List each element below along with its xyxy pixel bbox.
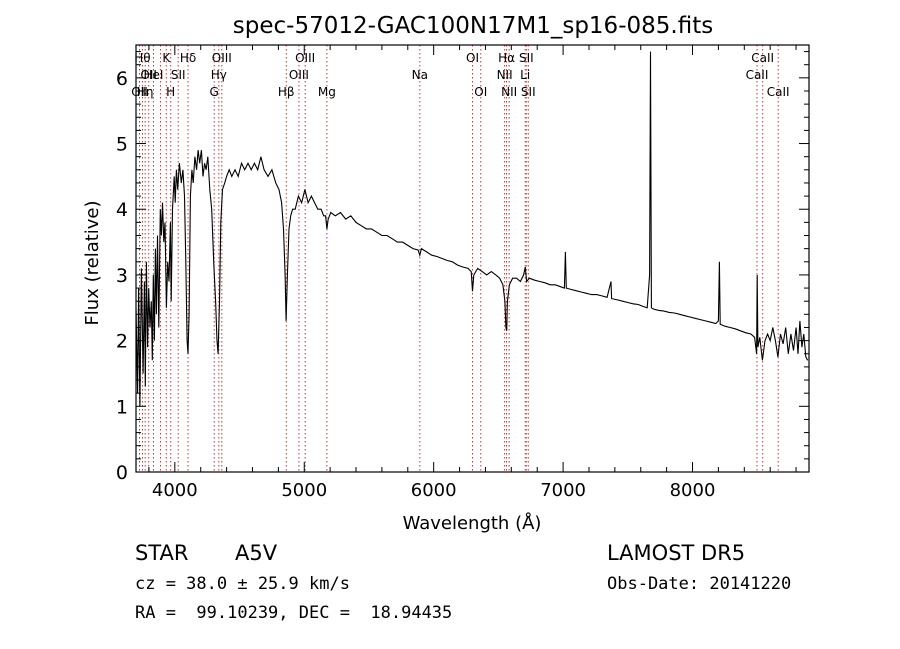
y-axis: 0 1 2 3 4 5 6	[116, 51, 809, 484]
y-tick-label: 1	[116, 396, 128, 418]
line-marker-label: Li	[520, 68, 530, 82]
line-marker-label: OIII	[289, 68, 309, 82]
line-marker-label: NII	[497, 68, 513, 82]
line-marker-label: SII	[519, 51, 534, 65]
line-marker-label: Mg	[318, 85, 336, 99]
y-tick-label: 0	[116, 462, 128, 484]
y-tick-label: 2	[116, 331, 128, 353]
line-marker-label: CaII	[746, 68, 769, 82]
x-tick-label: 6000	[411, 480, 457, 501]
marker-labels: OIIHθHηOIIHeIKHSIIHδGHγOIIIHβOIIIOIIIMgN…	[131, 51, 789, 99]
line-marker-label: OIII	[295, 51, 315, 65]
line-marker-label: OI	[466, 51, 479, 65]
x-axis-label: Wavelength (Å)	[403, 512, 542, 534]
line-marker-label: K	[162, 51, 171, 65]
x-axis: 4000 5000 6000 7000 8000	[148, 45, 797, 501]
line-marker-label: CaII	[767, 85, 790, 99]
object-class: STAR	[135, 541, 189, 565]
plot-frame	[135, 44, 810, 473]
line-marker-label: Hη	[137, 85, 154, 99]
line-marker-label: HeI	[143, 68, 163, 82]
y-tick-label: 4	[116, 199, 128, 221]
coordinates: RA = 99.10239, DEC = 18.94435	[135, 603, 453, 623]
y-tick-label: 5	[116, 134, 128, 156]
line-marker-label: Hθ	[134, 51, 150, 65]
observation-date: Obs-Date: 20141220	[607, 574, 792, 594]
line-marker-label: Hα	[498, 51, 515, 65]
x-tick-label: 7000	[540, 480, 586, 501]
line-marker-label: OI	[474, 85, 487, 99]
line-marker-label: Na	[412, 68, 428, 82]
y-tick-label: 3	[116, 265, 128, 287]
line-marker-label: CaII	[751, 51, 774, 65]
line-marker-label: Hγ	[211, 68, 227, 82]
x-tick-label: 5000	[281, 480, 327, 501]
object-subclass: A5V	[235, 541, 278, 565]
line-marker-label: OII	[140, 68, 157, 82]
spectrum-line	[135, 51, 809, 407]
line-markers	[138, 45, 779, 472]
line-marker-label: OII	[131, 85, 148, 99]
line-marker-label: G	[210, 85, 219, 99]
x-tick-label: 8000	[670, 480, 716, 501]
line-marker-label: H	[166, 85, 175, 99]
chart-title: spec-57012-GAC100N17M1_sp16-085.fits	[233, 13, 713, 39]
y-tick-label: 6	[116, 68, 128, 90]
line-marker-label: SII	[521, 85, 536, 99]
line-marker-label: Hδ	[180, 51, 196, 65]
line-marker-label: Hβ	[278, 85, 295, 99]
redshift-velocity: cz = 38.0 ± 25.9 km/s	[135, 574, 350, 594]
x-tick-label: 4000	[152, 480, 198, 501]
line-marker-label: SII	[171, 68, 186, 82]
line-marker-label: NII	[501, 85, 517, 99]
y-axis-label: Flux (relative)	[82, 200, 103, 325]
line-marker-label: OIII	[212, 51, 232, 65]
survey-name: LAMOST DR5	[607, 541, 746, 565]
